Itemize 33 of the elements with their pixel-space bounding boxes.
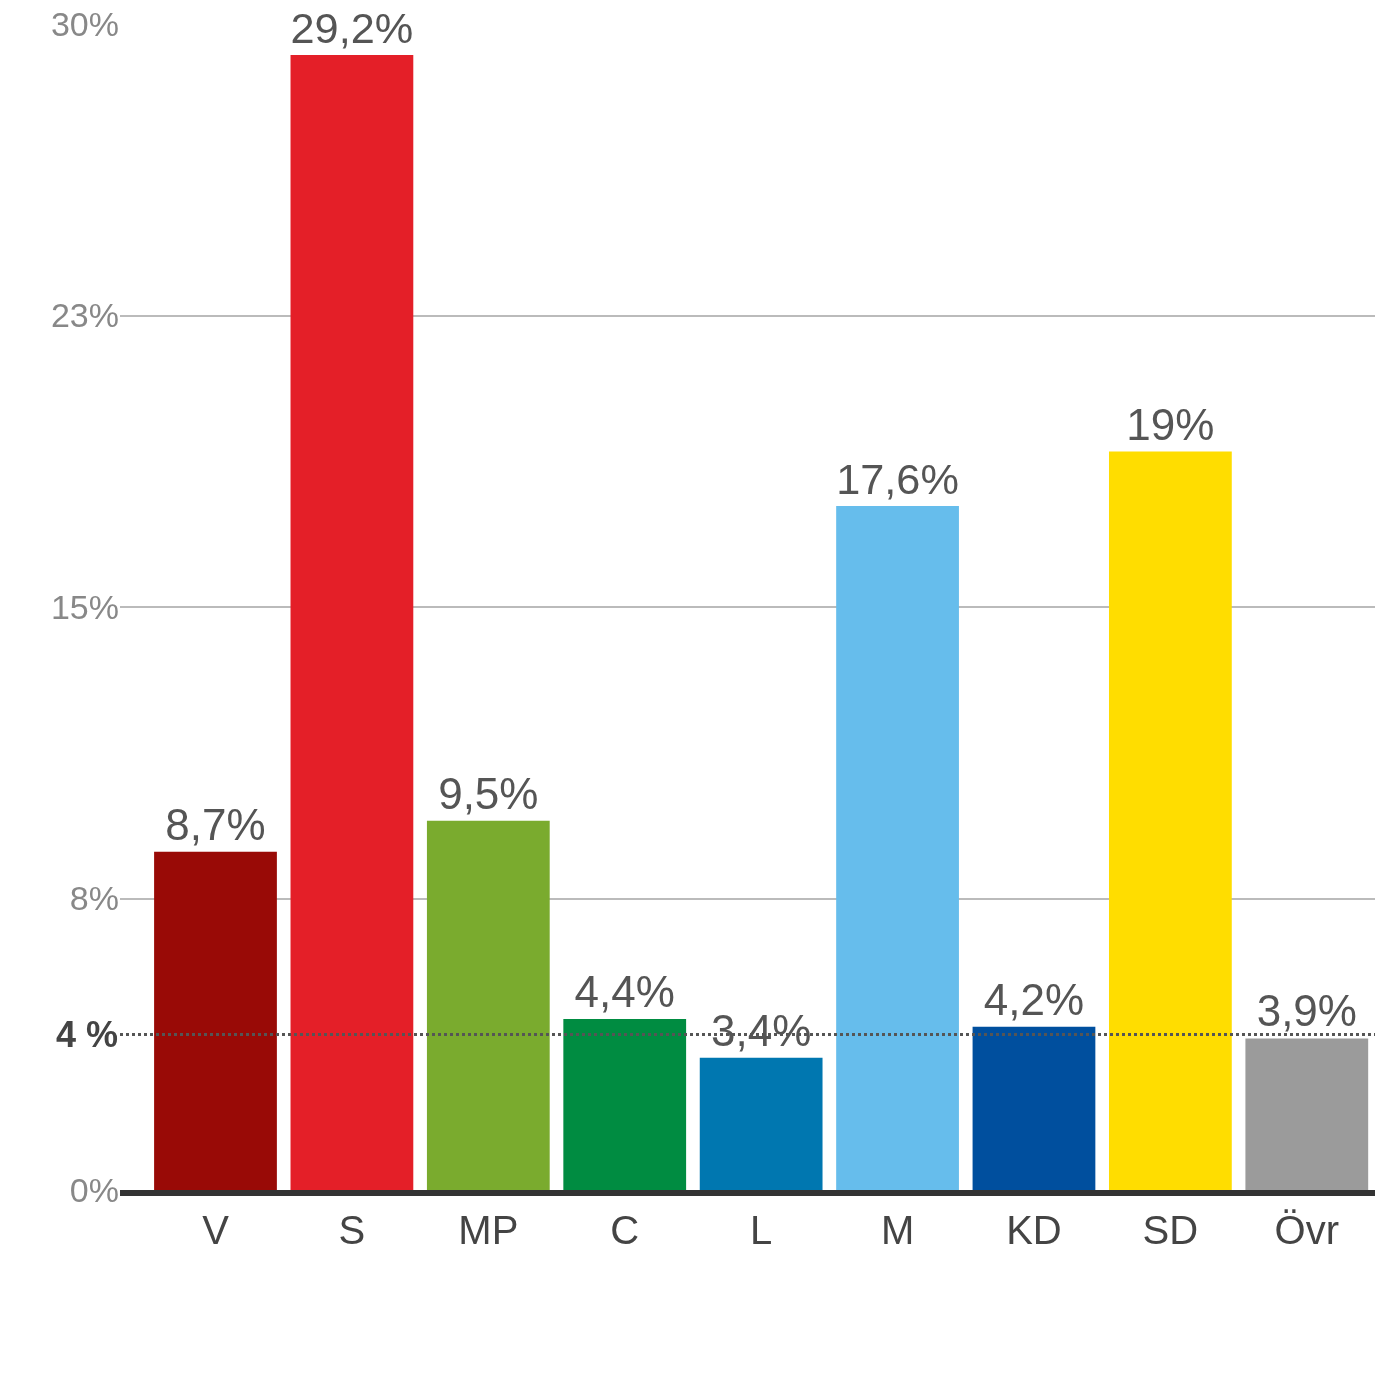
y-tick-label: 15% [50, 587, 119, 626]
bar [563, 1018, 687, 1190]
x-tick-label: C [610, 1208, 640, 1252]
data-label: 29,2% [290, 4, 414, 53]
x-tick-label: M [880, 1208, 915, 1252]
data-label: 4,4% [574, 966, 675, 1016]
data-label: 4,2% [983, 974, 1085, 1024]
data-label: 8,7% [165, 799, 266, 849]
y-tick-label: 8% [69, 879, 119, 918]
bar [426, 820, 550, 1190]
x-tick-label: L [750, 1208, 773, 1252]
x-tick-label: KD [1006, 1208, 1062, 1252]
x-tick-label: MP [458, 1208, 519, 1252]
x-tick-label: Övr [1274, 1208, 1340, 1252]
ref-line-label: 4 % [56, 1014, 119, 1055]
data-label: 19% [1126, 399, 1215, 449]
x-tick-label: V [202, 1208, 230, 1252]
data-label: 3,4% [711, 1005, 812, 1055]
y-tick-label: 0% [69, 1170, 119, 1209]
bar [1108, 451, 1232, 1190]
data-label: 17,6% [836, 455, 959, 504]
data-label: 3,9% [1256, 986, 1357, 1036]
bar [972, 1026, 1096, 1190]
x-tick-label: SD [1142, 1208, 1199, 1252]
bar [154, 851, 277, 1190]
bar [1245, 1038, 1369, 1190]
x-tick-label: S [338, 1208, 366, 1252]
y-tick-label: 23% [50, 296, 119, 335]
data-label: 9,5% [438, 768, 539, 818]
bar [699, 1057, 823, 1190]
bar [290, 55, 414, 1190]
y-tick-label: 30% [50, 4, 119, 43]
bar [836, 505, 959, 1190]
